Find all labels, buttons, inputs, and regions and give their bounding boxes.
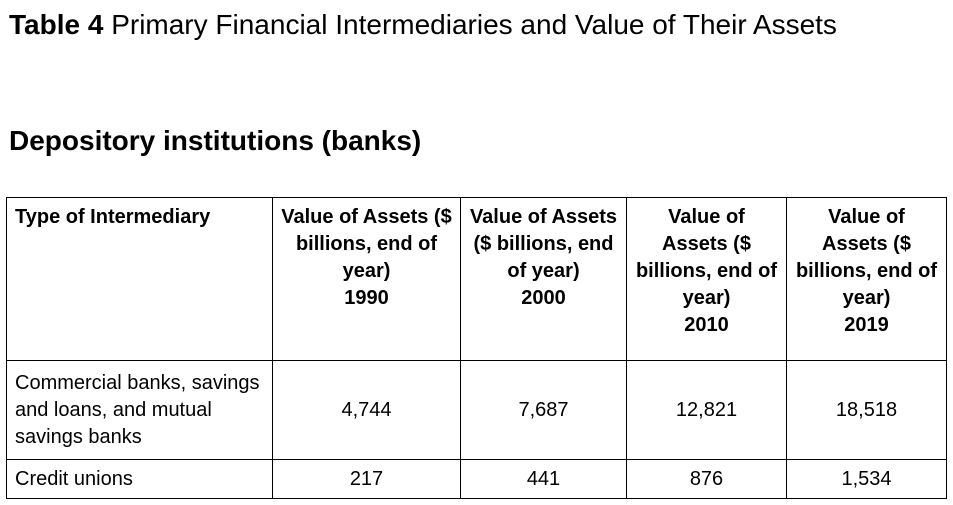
cell-value-2019: 1,534: [786, 459, 947, 499]
header-year: 2010: [684, 314, 729, 336]
cell-value-2010: 876: [626, 459, 787, 499]
cell-intermediary-type: Commercial banks, savings and loans, and…: [6, 360, 273, 460]
table-caption-text: Primary Financial Intermediaries and Val…: [111, 9, 837, 40]
header-year: 2019: [844, 314, 889, 336]
cell-value-2000: 441: [460, 459, 627, 499]
cell-value-1990: 4,744: [272, 360, 461, 460]
table-caption: Table 4 Primary Financial Intermediaries…: [9, 6, 909, 44]
header-assets-2000: Value of Assets ($ billions, end of year…: [460, 197, 627, 361]
header-label: Value of Assets ($ billions, end of year…: [795, 206, 938, 309]
cell-value-2000: 7,687: [460, 360, 627, 460]
assets-table: Type of Intermediary Value of Assets ($ …: [6, 197, 947, 499]
header-label: Value of Assets ($ billions, end of year…: [281, 206, 452, 282]
cell-value-1990: 217: [272, 459, 461, 499]
header-label: Value of Assets ($ billions, end of year…: [635, 206, 778, 309]
section-heading: Depository institutions (banks): [9, 125, 422, 156]
cell-value-2010: 12,821: [626, 360, 787, 460]
header-assets-2010: Value of Assets ($ billions, end of year…: [626, 197, 787, 361]
table-row-commercial-banks: Commercial banks, savings and loans, and…: [6, 360, 947, 460]
header-year: 2000: [521, 287, 566, 309]
header-assets-1990: Value of Assets ($ billions, end of year…: [272, 197, 461, 361]
table-row-credit-unions: Credit unions 217 441 876 1,534: [6, 459, 947, 499]
header-label: Value of Assets ($ billions, end of year…: [469, 206, 618, 282]
header-type-of-intermediary: Type of Intermediary: [6, 197, 273, 361]
table-header-row: Type of Intermediary Value of Assets ($ …: [6, 197, 947, 361]
cell-value-2019: 18,518: [786, 360, 947, 460]
header-year: 1990: [344, 287, 389, 309]
cell-intermediary-type: Credit unions: [6, 459, 273, 499]
table-caption-label: Table 4: [9, 9, 104, 40]
header-assets-2019: Value of Assets ($ billions, end of year…: [786, 197, 947, 361]
header-label: Type of Intermediary: [15, 206, 211, 228]
